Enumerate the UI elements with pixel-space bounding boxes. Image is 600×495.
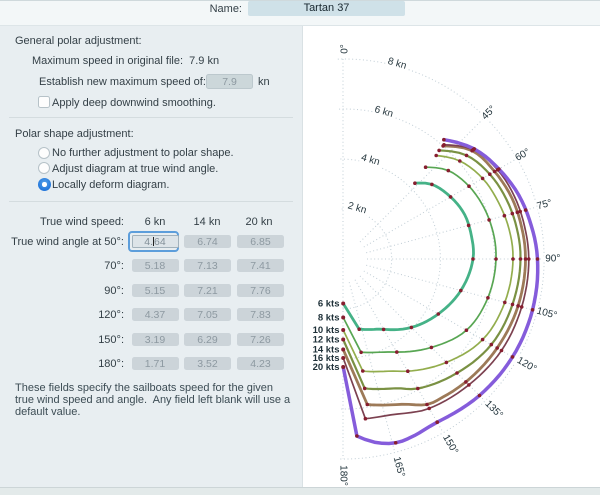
svg-text:180°: 180° bbox=[338, 465, 349, 486]
svg-text:120°: 120° bbox=[515, 355, 538, 375]
svg-text:20 kts: 20 kts bbox=[313, 362, 340, 373]
svg-text:8 kts: 8 kts bbox=[318, 313, 340, 324]
svg-text:105°: 105° bbox=[535, 306, 558, 322]
svg-text:12 kts: 12 kts bbox=[313, 335, 340, 346]
svg-text:75°: 75° bbox=[536, 198, 553, 213]
svg-text:4 kn: 4 kn bbox=[360, 152, 381, 168]
svg-text:135°: 135° bbox=[482, 398, 504, 420]
svg-text:90°: 90° bbox=[545, 254, 560, 265]
svg-text:2 kn: 2 kn bbox=[346, 200, 367, 216]
svg-text:6 kts: 6 kts bbox=[318, 299, 340, 310]
svg-text:16 kts: 16 kts bbox=[313, 353, 340, 364]
svg-text:150°: 150° bbox=[440, 433, 460, 456]
svg-text:8 kn: 8 kn bbox=[386, 56, 407, 72]
svg-text:14 kts: 14 kts bbox=[313, 345, 340, 356]
svg-text:10 kts: 10 kts bbox=[313, 325, 340, 336]
svg-text:165°: 165° bbox=[391, 456, 407, 479]
svg-text:6 kn: 6 kn bbox=[373, 104, 394, 120]
svg-text:0°: 0° bbox=[339, 44, 350, 54]
svg-text:60°: 60° bbox=[514, 147, 533, 164]
